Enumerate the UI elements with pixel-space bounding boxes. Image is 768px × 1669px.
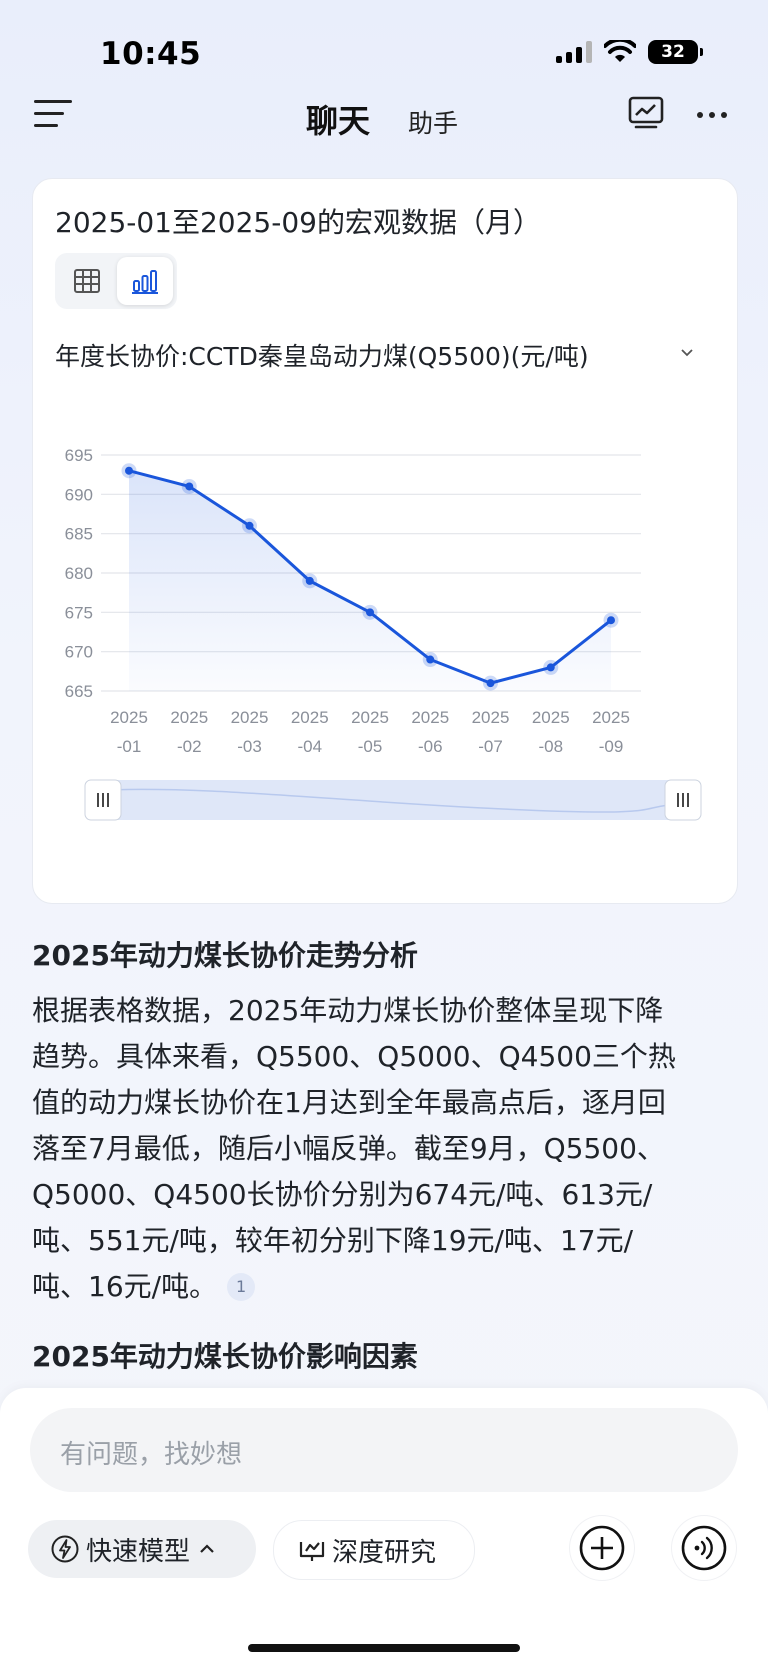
zoom-slider[interactable]	[84, 779, 702, 821]
x-tick-label: -07	[478, 737, 503, 756]
chat-input-placeholder: 有问题，找妙想	[60, 1440, 243, 1470]
more-icon[interactable]	[697, 112, 727, 118]
series-area	[129, 470, 611, 691]
data-point[interactable]	[125, 466, 133, 475]
line-chart: 695 690 685 680 675 670 665 2025 -01 2025 -02 2025…	[65, 446, 702, 821]
paragraph-line: 趋势。具体来看，Q5500、Q5000、Q4500三个热	[32, 1040, 676, 1073]
menu-icon[interactable]	[34, 100, 74, 130]
paragraph-line: Q5000、Q4500长协价分别为674元/吨、613元/	[32, 1178, 653, 1211]
paragraph-line: 值的动力煤长协价在1月达到全年最高点后，逐月回	[32, 1086, 666, 1119]
x-tick-label: -06	[418, 737, 443, 756]
data-point[interactable]	[185, 482, 194, 491]
slider-handle-right[interactable]	[664, 779, 702, 821]
metric-selector[interactable]: 年度长协价:CCTD秦皇岛动力煤(Q5500)(元/吨)	[55, 337, 695, 373]
voice-button[interactable]	[672, 1516, 736, 1580]
fast-model-button[interactable]: 快速模型	[28, 1520, 256, 1578]
paragraph-line: 吨、16元/吨。	[32, 1270, 218, 1303]
data-card: 2025-01至2025-09的宏观数据（月） 年度长协价:CCTD秦皇岛动力煤…	[32, 178, 738, 904]
deep-research-icon	[299, 1542, 325, 1561]
plus-icon	[579, 1525, 625, 1571]
metric-selector-label: 年度长协价:CCTD秦皇岛动力煤(Q5500)(元/吨)	[55, 342, 589, 371]
data-point[interactable]	[607, 616, 615, 625]
data-point[interactable]	[426, 655, 435, 664]
card-title: 2025-01至2025-09的宏观数据（月）	[55, 206, 541, 239]
bar-chart-icon	[132, 270, 158, 294]
cellular-signal-icon	[556, 41, 592, 63]
x-tick-label: 2025	[231, 708, 269, 727]
table-icon	[74, 269, 100, 293]
x-tick-label: 2025	[351, 708, 389, 727]
chat-input[interactable]: 有问题，找妙想	[30, 1408, 738, 1492]
x-tick-label: -03	[237, 737, 262, 756]
bolt-icon	[51, 1535, 79, 1563]
composer-panel: 有问题，找妙想 快速模型 深度研究	[0, 1388, 768, 1669]
voice-icon	[681, 1525, 727, 1571]
deep-research-label: 深度研究	[332, 1537, 437, 1568]
fast-model-label: 快速模型	[86, 1536, 191, 1567]
x-tick-label: 2025	[291, 708, 329, 727]
x-tick-label: -09	[599, 737, 624, 756]
analysis-heading: 2025年动力煤长协价走势分析	[32, 939, 418, 972]
status-icons: 32	[556, 40, 703, 64]
x-tick-label: 2025	[170, 708, 208, 727]
page-title: 聊天	[306, 102, 371, 140]
y-tick-label: 680	[65, 564, 93, 583]
table-view-button[interactable]	[59, 257, 115, 305]
chevron-up-icon	[200, 1544, 214, 1553]
status-bar: 10:45 32	[0, 0, 768, 86]
data-point[interactable]	[486, 679, 495, 688]
x-tick-label: -04	[297, 737, 322, 756]
chart-icon[interactable]	[628, 96, 664, 130]
factors-heading: 2025年动力煤长协价影响因素	[32, 1340, 418, 1373]
add-button[interactable]	[570, 1516, 634, 1580]
assistant-tab[interactable]: 助手	[408, 109, 459, 138]
battery-level: 32	[661, 42, 685, 62]
x-tick-label: 2025	[411, 708, 449, 727]
paragraph-line-last: 吨、16元/吨。 1	[32, 1264, 732, 1310]
x-tick-label: -08	[538, 737, 563, 756]
home-indicator	[248, 1644, 520, 1652]
paragraph-line: 根据表格数据，2025年动力煤长协价整体呈现下降	[32, 994, 664, 1027]
status-time: 10:45	[100, 36, 202, 72]
y-tick-label: 670	[65, 643, 93, 662]
data-point[interactable]	[366, 608, 374, 617]
wifi-icon	[604, 40, 636, 62]
y-tick-label: 685	[65, 525, 93, 544]
paragraph-line: 吨、551元/吨，较年初分别下降19元/吨、17元/	[32, 1224, 634, 1257]
chart-view-button[interactable]	[117, 257, 173, 305]
y-tick-label: 675	[65, 603, 93, 622]
chevron-down-icon	[681, 349, 693, 357]
x-tick-label: 2025	[532, 708, 570, 727]
citation-badge[interactable]: 1	[227, 1273, 256, 1301]
nav-bar: 聊天 助手	[0, 86, 768, 146]
view-toggle	[55, 253, 177, 309]
slider-handle-left[interactable]	[84, 779, 122, 821]
paragraph-line: 落至7月最低，随后小幅反弹。截至9月，Q5500、	[32, 1132, 665, 1165]
data-point[interactable]	[305, 576, 314, 585]
x-tick-label: 2025	[472, 708, 510, 727]
data-point[interactable]	[245, 521, 254, 530]
analysis-paragraph: 根据表格数据，2025年动力煤长协价整体呈现下降 趋势。具体来看，Q5500、Q…	[32, 988, 732, 1310]
data-point[interactable]	[546, 663, 555, 672]
battery-icon: 32	[648, 40, 703, 64]
deep-research-button[interactable]: 深度研究	[273, 1520, 475, 1580]
y-tick-label: 695	[65, 446, 93, 465]
x-tick-label: 2025	[592, 708, 630, 727]
y-tick-label: 665	[65, 682, 93, 701]
x-tick-label: -01	[117, 737, 142, 756]
x-tick-label: 2025	[110, 708, 148, 727]
y-tick-label: 690	[65, 485, 93, 504]
x-tick-label: -02	[177, 737, 202, 756]
x-tick-label: -05	[358, 737, 383, 756]
